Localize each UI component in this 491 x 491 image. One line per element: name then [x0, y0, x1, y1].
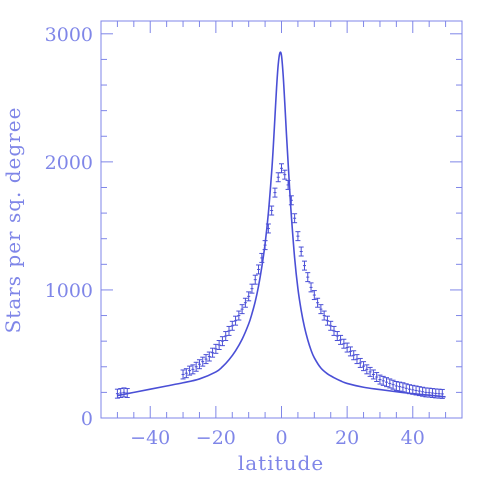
data-point — [318, 304, 324, 315]
data-point — [223, 331, 229, 342]
data-point — [183, 368, 189, 379]
data-point — [213, 343, 219, 354]
data-point — [305, 272, 311, 283]
y-tick-label: 3000 — [45, 24, 93, 46]
data-point — [380, 375, 386, 386]
data-point — [347, 346, 353, 357]
data-point — [377, 374, 383, 385]
data-point — [246, 291, 252, 302]
data-point — [439, 388, 445, 399]
data-point — [206, 351, 212, 362]
data-point — [190, 364, 196, 375]
x-tick-label: 40 — [401, 427, 425, 449]
data-point — [370, 369, 376, 380]
data-point — [239, 304, 245, 315]
y-tick-label: 0 — [81, 408, 93, 430]
data-point — [387, 378, 393, 389]
data-point — [315, 297, 321, 308]
data-point — [324, 315, 330, 326]
data-point — [331, 325, 337, 336]
x-tick-label: 0 — [275, 427, 287, 449]
data-point — [357, 357, 363, 368]
data-point — [361, 361, 367, 372]
data-point — [374, 372, 380, 383]
data-point — [384, 377, 390, 388]
data-point — [341, 338, 347, 349]
data-point — [338, 334, 344, 345]
data-point — [308, 282, 314, 293]
data-point — [301, 260, 307, 271]
data-point — [193, 361, 199, 372]
data-point — [393, 381, 399, 391]
x-tick-label: −40 — [130, 427, 170, 449]
data-point — [203, 354, 209, 365]
data-point — [114, 388, 120, 399]
major-ticks — [101, 21, 462, 419]
y-tick-labels: 0 1000 2000 3000 — [45, 24, 93, 430]
x-tick-label: −20 — [196, 427, 236, 449]
data-point — [180, 369, 186, 380]
data-point — [279, 163, 284, 174]
data-point — [334, 331, 340, 342]
data-point — [269, 205, 275, 216]
data-point — [226, 325, 232, 336]
data-point — [292, 213, 298, 224]
minor-ticks — [101, 21, 462, 418]
x-axis-label: latitude — [238, 451, 324, 475]
data-point — [118, 388, 124, 399]
x-tick-labels: −40 −20 0 20 40 — [130, 427, 425, 449]
data-point — [252, 274, 258, 285]
data-point — [196, 359, 202, 370]
data-point — [242, 297, 248, 308]
data-point — [236, 310, 242, 321]
data-point — [344, 342, 350, 353]
y-axis-label: Stars per sq. degree — [1, 107, 25, 334]
y-tick-label: 1000 — [45, 280, 93, 302]
data-point — [328, 320, 334, 331]
data-point — [295, 231, 301, 242]
data-point — [351, 350, 357, 361]
data-point — [216, 340, 222, 350]
data-point — [311, 290, 317, 301]
data-point — [272, 187, 278, 198]
x-tick-label: 20 — [335, 427, 359, 449]
model-curve — [117, 51, 446, 398]
plot-frame — [100, 20, 463, 419]
data-point — [121, 387, 127, 398]
data-point — [210, 347, 216, 358]
y-tick-label: 2000 — [45, 152, 93, 174]
data-point — [187, 365, 193, 376]
data-points — [114, 163, 445, 399]
data-point — [249, 283, 255, 294]
data-point — [219, 336, 225, 347]
data-point — [298, 246, 304, 257]
data-point — [321, 310, 327, 321]
data-point — [233, 315, 239, 326]
data-point — [354, 354, 360, 365]
data-point — [397, 381, 403, 392]
data-point — [200, 356, 206, 367]
data-point — [390, 379, 396, 390]
data-point — [275, 172, 281, 183]
data-point — [282, 169, 288, 180]
data-point — [367, 366, 373, 377]
data-point — [364, 364, 370, 375]
data-point — [229, 320, 235, 331]
data-point — [256, 264, 262, 275]
